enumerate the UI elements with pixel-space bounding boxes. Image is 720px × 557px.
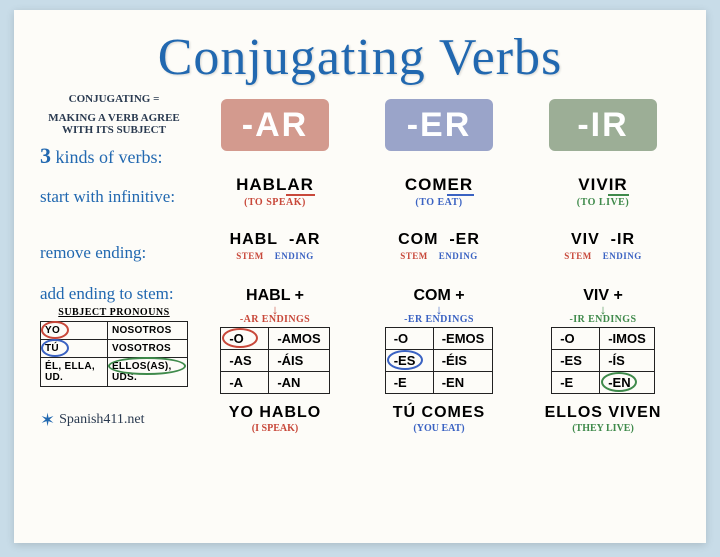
ending-cell: -E — [385, 372, 433, 394]
pronoun-cell: TÚ — [41, 339, 108, 357]
ending-cell: -AMOS — [269, 328, 329, 350]
ending-cell: -AN — [269, 372, 329, 394]
remove-er: COM -ER STEM ENDING — [362, 225, 516, 281]
arrow-down-icon: ↓ — [526, 305, 680, 314]
infinitive-trans: (TO LIVE) — [526, 197, 680, 208]
pronoun-cell: NOSOTROS — [107, 321, 187, 339]
arrow-down-icon: ↓ — [362, 305, 516, 314]
final-trans: (YOU EAT) — [362, 423, 516, 434]
infinitive-word: COMER — [405, 175, 473, 195]
infinitive-word: VIVIR — [578, 175, 627, 195]
page-title: Conjugating Verbs — [40, 28, 680, 87]
final-trans: (I SPEAK) — [198, 423, 352, 434]
circle-highlight — [222, 328, 258, 348]
endings-label: -ER ENDINGS — [362, 314, 516, 325]
remove-ir: VIV -IR STEM ENDING — [526, 225, 680, 281]
inf-er: COMER (TO EAT) — [362, 169, 516, 225]
main-grid: Conjugating = making a verb agree with i… — [40, 93, 680, 434]
label-infinitive: start with infinitive: — [40, 169, 188, 225]
badge-cell-ar: -AR — [198, 93, 352, 169]
infinitive-trans: (TO EAT) — [362, 197, 516, 208]
stem-ending: COM -ER — [362, 231, 516, 249]
endings-table-ar: -O-AMOS-AS-ÁIS-A-AN — [220, 327, 329, 394]
final-er: TÚ COMES (YOU EAT) — [362, 396, 516, 434]
pronoun-head: SUBJECT PRONOUNS — [40, 307, 188, 318]
paper-card: Conjugating Verbs Conjugating = making a… — [14, 10, 706, 543]
endings-table-ir: -O-IMOS-ES-ÍS-E-EN — [551, 327, 655, 394]
pronoun-table: YONOSOTROSTÚVOSOTROSÉL, ELLA, UD.ELLOS(A… — [40, 321, 188, 387]
label-remove: remove ending: — [40, 225, 188, 281]
circle-highlight — [41, 339, 69, 357]
left-pronoun-block: add ending to stem: SUBJECT PRONOUNS YON… — [40, 281, 188, 396]
final-ar: YO HABLO (I SPEAK) — [198, 396, 352, 434]
final-trans: (THEY LIVE) — [526, 423, 680, 434]
er-badge: -ER — [385, 99, 493, 151]
circle-highlight — [108, 357, 186, 375]
endings-label: -IR ENDINGS — [526, 314, 680, 325]
pronoun-cell: ÉL, ELLA, UD. — [41, 357, 108, 386]
endings-table-er: -O-EMOS-ES-ÉIS-E-EN — [385, 327, 494, 394]
definition-line: with its subject — [40, 124, 188, 139]
ending-cell: -EN — [600, 372, 655, 394]
source-text: Spanish411.net — [59, 412, 144, 428]
badge-cell-er: -ER — [362, 93, 516, 169]
ending-cell: -ÍS — [600, 350, 655, 372]
add-ir: VIV + ↓ -IR ENDINGS -O-IMOS-ES-ÍS-E-EN — [526, 281, 680, 396]
ending-cell: -ÁIS — [269, 350, 329, 372]
inf-ir: VIVIR (TO LIVE) — [526, 169, 680, 225]
final-conj: YO HABLO — [198, 404, 352, 422]
stem-ending: VIV -IR — [526, 231, 680, 249]
stem-end-labels: STEM ENDING — [526, 251, 680, 261]
ir-badge: -IR — [549, 99, 657, 151]
endings-label: -AR ENDINGS — [198, 314, 352, 325]
star-icon: ✶ — [40, 410, 55, 431]
pronoun-cell: ELLOS(AS), UDS. — [107, 357, 187, 386]
ending-cell: -O — [385, 328, 433, 350]
source-line: ✶ Spanish411.net — [40, 406, 188, 434]
ending-cell: -ES — [385, 350, 433, 372]
ending-cell: -IMOS — [600, 328, 655, 350]
ending-cell: -EN — [433, 372, 493, 394]
circle-highlight — [41, 321, 69, 339]
ending-cell: -A — [221, 372, 269, 394]
ending-cell: -O — [221, 328, 269, 350]
label-add: add ending to stem: — [40, 281, 188, 307]
add-ar: HABL + ↓ -AR ENDINGS -O-AMOS-AS-ÁIS-A-AN — [198, 281, 352, 396]
ending-cell: -O — [552, 328, 600, 350]
ending-cell: -ES — [552, 350, 600, 372]
infinitive-trans: (TO SPEAK) — [198, 197, 352, 208]
circle-highlight — [601, 372, 637, 392]
arrow-down-icon: ↓ — [198, 305, 352, 314]
definition-block: Conjugating = making a verb agree with i… — [40, 93, 188, 169]
final-conj: TÚ COMES — [362, 404, 516, 422]
inf-ar: HABLAR (TO SPEAK) — [198, 169, 352, 225]
definition-line: Conjugating = — [40, 93, 188, 112]
infinitive-word: HABLAR — [236, 175, 314, 195]
ending-cell: -EMOS — [433, 328, 493, 350]
stem-end-labels: STEM ENDING — [362, 251, 516, 261]
ar-badge: -AR — [221, 99, 329, 151]
ending-cell: -E — [552, 372, 600, 394]
remove-ar: HABL -AR STEM ENDING — [198, 225, 352, 281]
add-er: COM + ↓ -ER ENDINGS -O-EMOS-ES-ÉIS-E-EN — [362, 281, 516, 396]
stem-ending: HABL -AR — [198, 231, 352, 249]
definition-line: making a verb agree — [40, 112, 188, 125]
final-conj: ELLOS VIVEN — [526, 404, 680, 422]
circle-highlight — [387, 350, 423, 370]
stem-end-labels: STEM ENDING — [198, 251, 352, 261]
badge-cell-ir: -IR — [526, 93, 680, 169]
ending-cell: -ÉIS — [433, 350, 493, 372]
final-ir: ELLOS VIVEN (THEY LIVE) — [526, 396, 680, 434]
three-kinds-label: 3 3 kinds of verbs:kinds of verbs: — [40, 143, 188, 169]
pronoun-cell: VOSOTROS — [107, 339, 187, 357]
ending-cell: -AS — [221, 350, 269, 372]
pronoun-cell: YO — [41, 321, 108, 339]
